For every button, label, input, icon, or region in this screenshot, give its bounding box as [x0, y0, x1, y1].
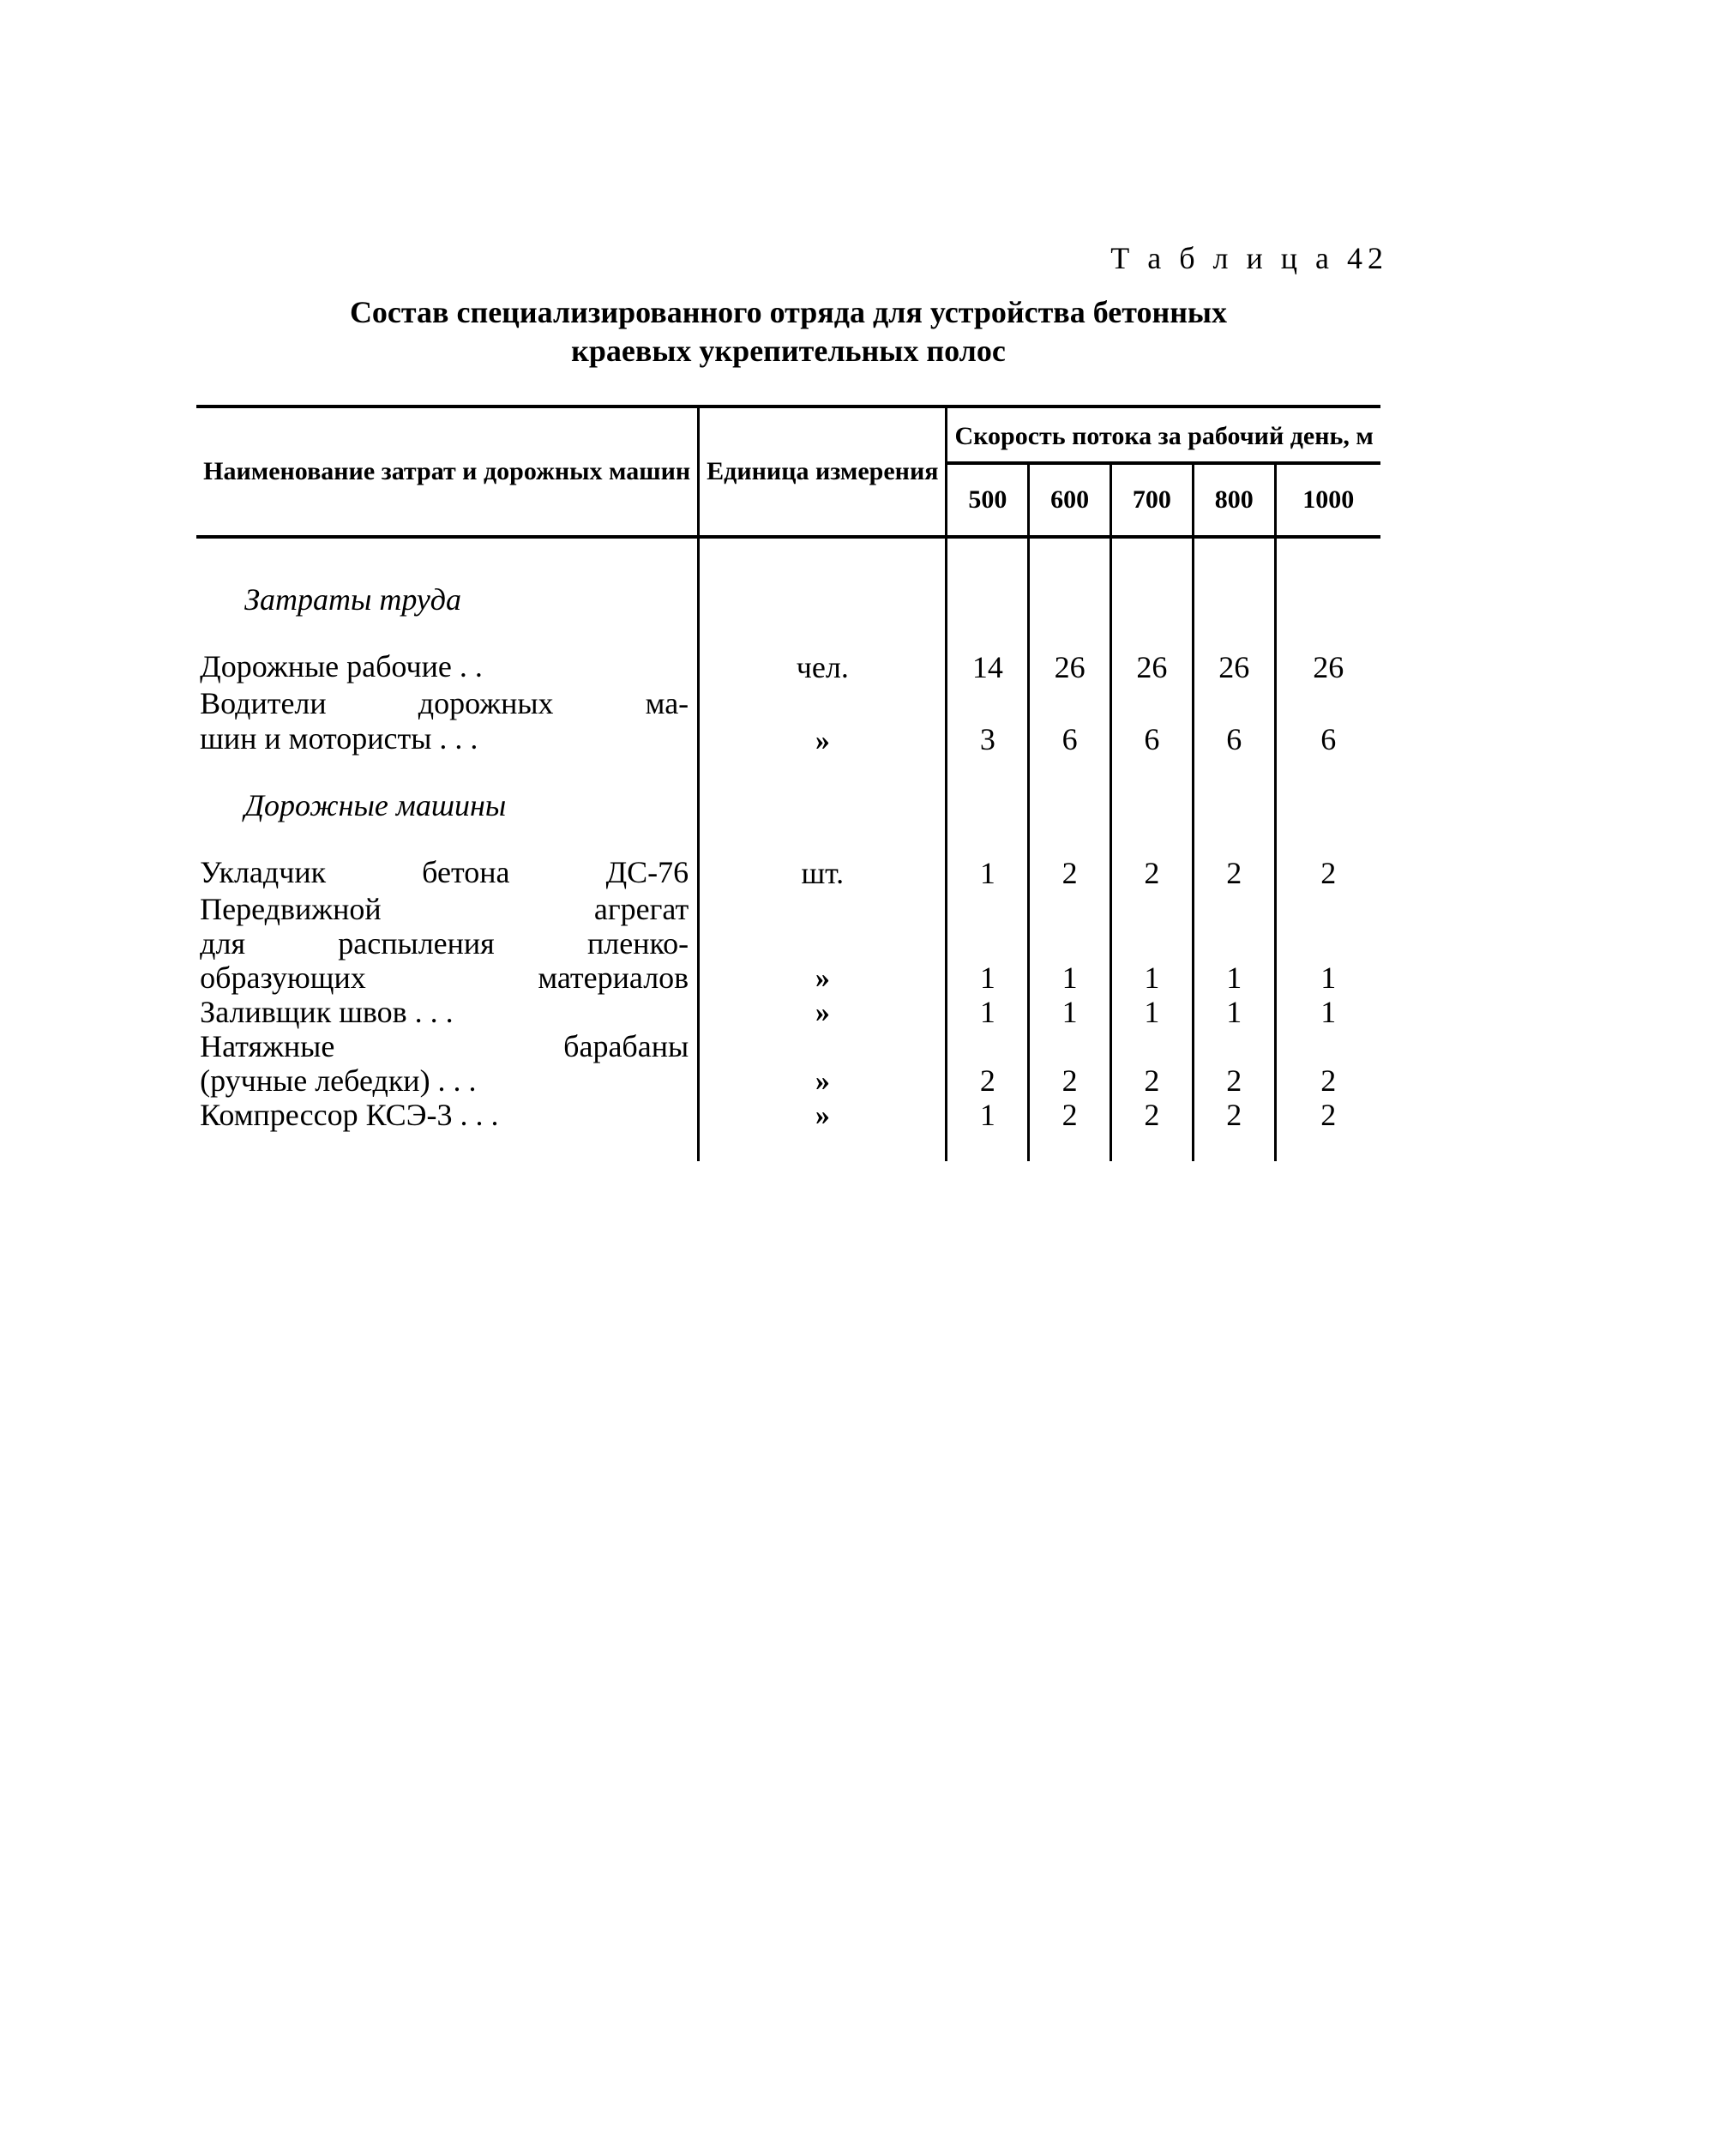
cell-name: Передвижной агрегат	[196, 892, 699, 926]
cell-name: Водители дорожных ма-	[196, 686, 699, 720]
table-row: Затраты труда	[196, 581, 1380, 619]
table-row: образующих материалов » 1 1 1 1 1	[196, 961, 1380, 995]
header-speed-800: 800	[1193, 463, 1275, 537]
cell-value: 2	[947, 1063, 1029, 1098]
ditto-mark: »	[815, 962, 830, 994]
cell-value: 1	[1193, 961, 1275, 995]
cell-name: Дорожные рабочие . .	[196, 648, 699, 686]
cell-value: 1	[1193, 995, 1275, 1029]
cell-value: 2	[1029, 1063, 1111, 1098]
caption-line-2: краевых укрепительных полос	[571, 334, 1006, 368]
cell-name: Укладчик бетона ДС-76	[196, 854, 699, 892]
page: Т а б л и ц а 42 Состав специализированн…	[0, 0, 1714, 2156]
cell-value: 2	[1275, 854, 1380, 892]
table-row	[196, 537, 1380, 581]
table-row	[196, 619, 1380, 648]
cell-name: (ручные лебедки) . . .	[196, 1063, 699, 1098]
cell-value: 2	[1275, 1063, 1380, 1098]
cell-name: Компрессор КСЭ-3 . . .	[196, 1098, 699, 1132]
cell-value: 2	[1111, 1098, 1194, 1132]
cell-value: 2	[1029, 854, 1111, 892]
cell-value: 26	[1275, 648, 1380, 686]
cell-value: 26	[1111, 648, 1194, 686]
table-row: для распыления пленко-	[196, 926, 1380, 961]
table-number: Т а б л и ц а 42	[154, 240, 1388, 276]
cell-value: 3	[947, 720, 1029, 758]
cell-value: 2	[1111, 854, 1194, 892]
cell-value: 1	[1029, 961, 1111, 995]
cell-value: 6	[1111, 720, 1194, 758]
table-row: Передвижной агрегат	[196, 892, 1380, 926]
ditto-mark: »	[815, 725, 830, 756]
cell-value: 2	[1193, 1063, 1275, 1098]
cell-value: 1	[1029, 995, 1111, 1029]
cell-unit: чел.	[699, 648, 947, 686]
cell-value: 2	[1193, 854, 1275, 892]
cell-name: для распыления пленко-	[196, 926, 699, 961]
table-row: Водители дорожных ма-	[196, 686, 1380, 720]
table-row	[196, 758, 1380, 787]
cell-value: 1	[947, 854, 1029, 892]
table-row: Заливщик швов . . . » 1 1 1 1 1	[196, 995, 1380, 1029]
table-row	[196, 825, 1380, 854]
cell-value: 1	[1111, 995, 1194, 1029]
cell-value: 2	[1029, 1098, 1111, 1132]
cell-value: 1	[947, 961, 1029, 995]
header-name: Наименование затрат и дорожных машин	[196, 407, 699, 537]
table-caption: Состав специализированного отряда для ус…	[274, 293, 1303, 370]
cell-value: 1	[1275, 961, 1380, 995]
section-labor: Затраты труда	[196, 581, 699, 619]
table-row	[196, 1132, 1380, 1161]
header-speed-700: 700	[1111, 463, 1194, 537]
cell-value: 2	[1275, 1098, 1380, 1132]
cell-name: шин и мотористы . . .	[196, 720, 699, 758]
ditto-mark: »	[815, 997, 830, 1028]
cell-value: 26	[1029, 648, 1111, 686]
cell-value: 1	[1275, 995, 1380, 1029]
header-speed-group: Скорость потока за рабочий день, м	[947, 407, 1380, 463]
table-row: (ручные лебедки) . . . » 2 2 2 2 2	[196, 1063, 1380, 1098]
ditto-mark: »	[815, 1099, 830, 1131]
cell-value: 1	[947, 995, 1029, 1029]
table-row: Компрессор КСЭ-3 . . . » 1 2 2 2 2	[196, 1098, 1380, 1132]
header-speed-500: 500	[947, 463, 1029, 537]
cell-value: 6	[1029, 720, 1111, 758]
cell-value: 6	[1275, 720, 1380, 758]
header-unit: Единица измерения	[699, 407, 947, 537]
cell-value: 1	[1111, 961, 1194, 995]
table-row: Натяжные барабаны	[196, 1029, 1380, 1063]
cell-name: образующих материалов	[196, 961, 699, 995]
table-row: Дорожные машины	[196, 787, 1380, 825]
table-row: Дорожные рабочие . . чел. 14 26 26 26 26	[196, 648, 1380, 686]
cell-value: 2	[1193, 1098, 1275, 1132]
table-row: шин и мотористы . . . » 3 6 6 6 6	[196, 720, 1380, 758]
cell-unit: шт.	[699, 854, 947, 892]
table-row: Укладчик бетона ДС-76 шт. 1 2 2 2 2	[196, 854, 1380, 892]
section-machines: Дорожные машины	[196, 787, 699, 825]
header-speed-600: 600	[1029, 463, 1111, 537]
main-table: Наименование затрат и дорожных машин Еди…	[196, 405, 1380, 1161]
header-speed-1000: 1000	[1275, 463, 1380, 537]
cell-name: Заливщик швов . . .	[196, 995, 699, 1029]
cell-value: 14	[947, 648, 1029, 686]
cell-value: 1	[947, 1098, 1029, 1132]
cell-value: 26	[1193, 648, 1275, 686]
header-row-1: Наименование затрат и дорожных машин Еди…	[196, 407, 1380, 463]
cell-name: Натяжные барабаны	[196, 1029, 699, 1063]
caption-line-1: Состав специализированного отряда для ус…	[350, 295, 1227, 329]
ditto-mark: »	[815, 1065, 830, 1097]
cell-value: 2	[1111, 1063, 1194, 1098]
cell-value: 6	[1193, 720, 1275, 758]
